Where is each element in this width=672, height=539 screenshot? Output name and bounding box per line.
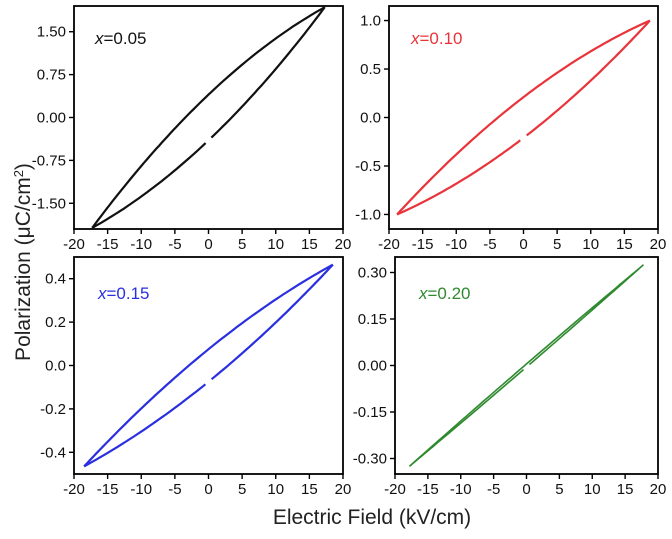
x-tick-label: 10 <box>584 481 601 498</box>
x-tick-label: -20 <box>63 481 85 498</box>
x-tick-label: -15 <box>97 481 119 498</box>
y-axis-title-sup: 2 <box>11 170 26 177</box>
y-tick-label: -0.2 <box>40 401 66 418</box>
y-tick-label: -0.75 <box>32 152 66 169</box>
y-tick-label: 1.50 <box>37 24 66 41</box>
composition-label: x=0.05 <box>94 29 147 48</box>
y-axis-title: Polarization (μC/cm2) <box>11 163 36 361</box>
composition-var: x <box>410 29 420 48</box>
hysteresis-loop-lower <box>408 368 525 467</box>
x-tick-label: 15 <box>616 236 633 253</box>
x-tick-label: 0 <box>204 236 212 253</box>
x-tick-label: 20 <box>335 236 352 253</box>
x-tick-label: 10 <box>582 236 599 253</box>
x-tick-label: -5 <box>168 481 181 498</box>
composition-value: =0.05 <box>104 29 147 48</box>
x-tick-label: 20 <box>650 481 667 498</box>
axis-ticks: -20 -15 -10 -5 0 5 10 15 20 1.0 0.5 0.0 -0.5 -1.0 <box>355 13 666 253</box>
x-tick-label: 5 <box>238 481 246 498</box>
y-tick-label: -0.30 <box>353 451 387 468</box>
composition-var: x <box>418 284 428 303</box>
x-tick-label: -15 <box>97 236 119 253</box>
x-tick-label: -10 <box>445 236 467 253</box>
x-tick-label: -15 <box>412 236 434 253</box>
x-tick-label: -10 <box>130 481 152 498</box>
y-tick-label: 0.15 <box>358 311 387 328</box>
axis-ticks: -20 -15 -10 -5 0 5 10 15 20 1.50 0.75 0.00 -0.75 -1.5… <box>32 24 352 253</box>
hysteresis-loop-upper <box>91 6 326 229</box>
y-axis-title-end: ) <box>12 163 35 170</box>
x-tick-label: 20 <box>650 236 667 253</box>
x-tick-label: 5 <box>555 481 563 498</box>
composition-var: x <box>94 29 104 48</box>
x-tick-label: -10 <box>130 236 152 253</box>
x-tick-label: -10 <box>450 481 472 498</box>
y-tick-label: 0.00 <box>37 110 66 127</box>
hysteresis-loop-lower <box>91 142 207 229</box>
x-tick-label: 0 <box>522 481 530 498</box>
x-tick-label: -5 <box>487 481 500 498</box>
y-tick-label: -1.0 <box>355 206 381 223</box>
x-tick-label: 10 <box>267 481 284 498</box>
x-tick-label: 5 <box>553 236 561 253</box>
y-tick-label: 0.00 <box>358 358 387 375</box>
x-tick-label: -20 <box>378 236 400 253</box>
x-tick-label: 15 <box>301 236 318 253</box>
y-tick-label: -0.5 <box>355 158 381 175</box>
composition-value: =0.20 <box>428 284 471 303</box>
hysteresis-loop-upper <box>408 264 645 467</box>
x-tick-label: 10 <box>267 236 284 253</box>
x-tick-label: -5 <box>483 236 496 253</box>
y-tick-label: 0.4 <box>45 271 66 288</box>
y-tick-label: 0.5 <box>360 61 381 78</box>
y-tick-label: 0.2 <box>45 314 66 331</box>
y-tick-label: 0.0 <box>360 110 381 127</box>
x-tick-label: -20 <box>63 236 85 253</box>
hysteresis-loop-upper <box>83 263 334 468</box>
x-tick-label: -15 <box>417 481 439 498</box>
y-tick-label: 0.0 <box>45 358 66 375</box>
y-tick-label: -0.4 <box>40 444 66 461</box>
y-tick-label: -0.15 <box>353 404 387 421</box>
composition-value: =0.15 <box>107 284 150 303</box>
composition-var: x <box>97 284 107 303</box>
hysteresis-loop-lower <box>83 383 207 468</box>
axis-ticks: -20 -15 -10 -5 0 5 10 15 20 0.4 0.2 0.0 -0.2 -0.4 <box>40 271 351 498</box>
axis-ticks: -20 -15 -10 -5 0 5 10 15 20 0.30 0.15 0.00 -0.15 -0.3… <box>353 265 667 499</box>
y-tick-label: 0.75 <box>37 67 66 84</box>
y-tick-label: 1.0 <box>360 13 381 30</box>
x-tick-label: 0 <box>204 481 212 498</box>
composition-label: x=0.10 <box>410 29 463 48</box>
x-tick-label: 5 <box>238 236 246 253</box>
x-tick-label: 15 <box>617 481 634 498</box>
x-tick-label: -20 <box>384 481 406 498</box>
x-tick-label: 20 <box>335 481 352 498</box>
panel-x015: -20 -15 -10 -5 0 5 10 15 20 0.4 0.2 0.0 -0.2 -0.4 x=0… <box>40 256 351 498</box>
composition-label: x=0.15 <box>97 284 150 303</box>
y-tick-label: -1.50 <box>32 195 66 212</box>
panel-x010: -20 -15 -10 -5 0 5 10 15 20 1.0 0.5 0.0 -0.5 -1.0 x=0… <box>355 5 666 253</box>
composition-label: x=0.20 <box>418 284 471 303</box>
y-axis-title-main: Polarization (μC/cm <box>12 177 35 361</box>
composition-value: =0.10 <box>420 29 463 48</box>
panel-x005: -20 -15 -10 -5 0 5 10 15 20 1.50 0.75 0.00 -0.75 -1.5… <box>32 5 352 253</box>
panel-x020: -20 -15 -10 -5 0 5 10 15 20 0.30 0.15 0.00 -0.15 -0.3… <box>353 256 667 499</box>
x-tick-label: 15 <box>301 481 318 498</box>
x-tick-label: 0 <box>519 236 527 253</box>
x-axis-title: Electric Field (kV/cm) <box>273 506 471 529</box>
y-tick-label: 0.30 <box>358 265 387 282</box>
hysteresis-loop-upper <box>396 19 651 216</box>
hysteresis-loop-lower <box>396 139 521 216</box>
x-tick-label: -5 <box>168 236 181 253</box>
